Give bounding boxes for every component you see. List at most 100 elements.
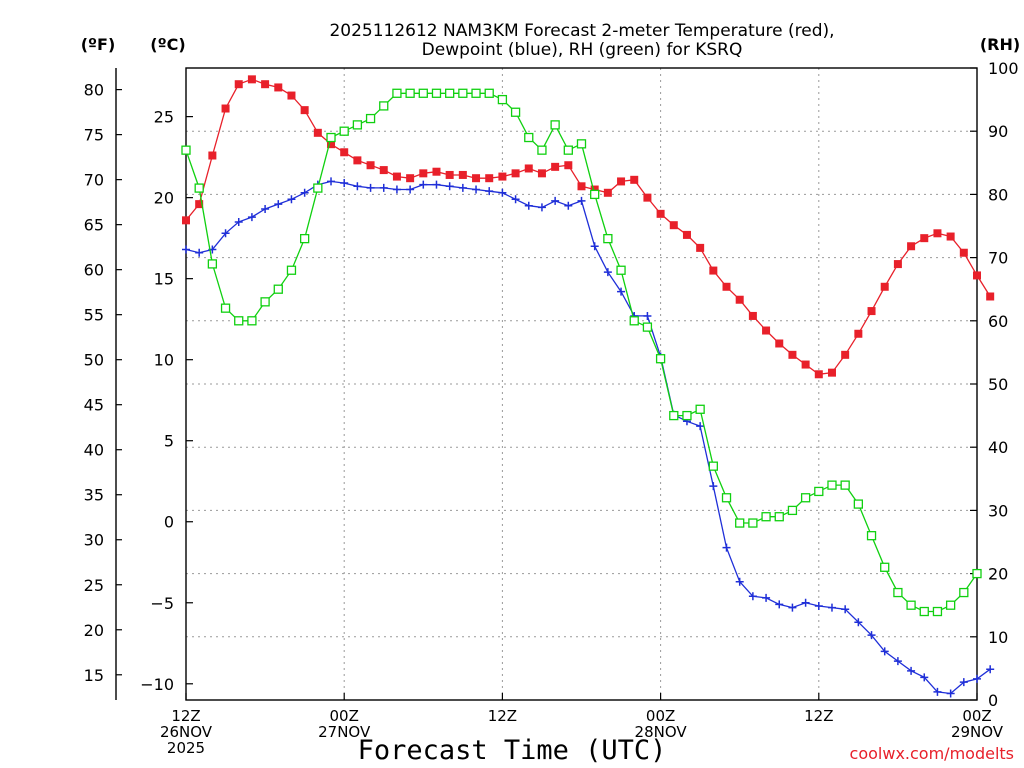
dewpoint-point — [867, 631, 876, 640]
dewpoint-point — [261, 204, 270, 213]
dewpoint-point — [617, 287, 626, 296]
dewpoint-point — [986, 665, 995, 674]
rh-tick-label: 90 — [988, 122, 1008, 141]
dewpoint-point — [946, 689, 955, 698]
rh-point — [972, 568, 982, 579]
x-tick-label: 00Z — [646, 707, 675, 725]
rh-point — [326, 132, 336, 143]
fahrenheit-tick-label: 75 — [84, 126, 104, 145]
credit-text: coolwx.com/modelts — [850, 744, 1014, 763]
temperature-point — [590, 185, 599, 194]
rh-tick-label: 10 — [988, 628, 1008, 647]
rh-line — [185, 92, 978, 613]
temperature-point — [537, 169, 546, 178]
dewpoint-point — [933, 687, 942, 696]
rh-point — [194, 183, 204, 193]
rh-point — [603, 233, 613, 244]
rh-point — [708, 461, 718, 471]
fahrenheit-tick-label: 65 — [84, 216, 104, 235]
series-temperature — [182, 75, 995, 379]
rh-point — [945, 600, 956, 610]
rh-point — [735, 518, 745, 528]
dewpoint-point — [182, 245, 190, 254]
x-tick-label: 28NOV — [635, 723, 688, 741]
dewpoint-point — [485, 187, 494, 196]
dewpoint-point — [419, 180, 428, 189]
temperature-point — [841, 350, 850, 359]
temperature-point — [867, 307, 876, 316]
dewpoint-point — [247, 213, 256, 222]
rh-tick-label: 30 — [988, 501, 1008, 520]
rh-point — [669, 410, 679, 421]
rh-point — [313, 183, 323, 193]
rh-point — [748, 518, 758, 528]
rh-point — [524, 132, 534, 143]
dewpoint-point — [973, 674, 981, 683]
series-dewpoint — [182, 177, 995, 698]
temperature-point — [300, 106, 309, 115]
temperature-point — [195, 200, 204, 209]
dewpoint-point — [551, 196, 560, 205]
dewpoint-point — [722, 543, 731, 552]
chart-title-line2: Dewpoint (blue), RH (green) for KSRQ — [422, 40, 743, 60]
temperature-point — [656, 209, 665, 218]
rh-point — [286, 265, 297, 275]
dewpoint-point — [392, 185, 401, 194]
temperature-point — [485, 174, 494, 183]
rh-point — [814, 486, 824, 497]
celsius-tick-label: −5 — [150, 594, 174, 613]
rh-point — [642, 322, 653, 332]
fahrenheit-tick-label: 25 — [84, 576, 104, 595]
dewpoint-point — [814, 602, 823, 611]
fahrenheit-unit-label: (ºF) — [81, 35, 116, 54]
rh-point — [234, 316, 244, 326]
temperature-point — [327, 140, 336, 149]
dewpoint-point — [234, 217, 243, 226]
temperature-point — [788, 350, 797, 359]
temperature-point — [247, 75, 256, 84]
dewpoint-point — [854, 618, 863, 627]
rh-point — [761, 512, 771, 522]
rh-point — [721, 493, 732, 503]
temperature-point — [353, 156, 362, 165]
rh-point — [840, 480, 850, 490]
dewpoint-point — [379, 183, 388, 192]
dewpoint-point — [340, 179, 349, 188]
rh-tick-label: 100 — [988, 59, 1019, 78]
rh-point — [893, 587, 903, 598]
x-tick-label: 12Z — [171, 707, 200, 725]
rh-point — [629, 316, 639, 326]
temperature-point — [182, 216, 190, 225]
rh-tick-label: 40 — [988, 438, 1008, 457]
dewpoint-point — [406, 185, 415, 194]
temperature-point — [274, 83, 283, 92]
temperature-point — [419, 169, 428, 178]
celsius-tick-label: 0 — [164, 513, 174, 532]
temperature-point — [669, 221, 678, 230]
fahrenheit-tick-label: 50 — [84, 351, 104, 370]
dewpoint-point — [274, 200, 283, 209]
dewpoint-point — [643, 311, 652, 320]
celsius-tick-label: −10 — [140, 675, 174, 694]
x-tick-label: 29NOV — [951, 723, 1004, 741]
rh-point — [682, 410, 692, 421]
celsius-tick-label: 5 — [164, 432, 174, 451]
rh-point — [787, 505, 798, 516]
rh-point — [853, 499, 863, 509]
dewpoint-point — [445, 182, 454, 191]
fahrenheit-tick-label: 60 — [84, 261, 104, 280]
rh-point — [392, 88, 402, 98]
temperature-point — [458, 170, 467, 179]
rh-point — [220, 303, 231, 313]
temperature-point — [617, 177, 626, 186]
dewpoint-point — [748, 592, 757, 601]
rh-tick-label: 50 — [988, 375, 1008, 394]
temperature-point — [775, 339, 784, 348]
temperature-point — [366, 161, 375, 170]
rh-point — [207, 259, 218, 269]
rh-point — [445, 88, 455, 98]
dewpoint-point — [577, 196, 586, 205]
rh-point — [655, 354, 666, 364]
dewpoint-point — [696, 422, 705, 431]
